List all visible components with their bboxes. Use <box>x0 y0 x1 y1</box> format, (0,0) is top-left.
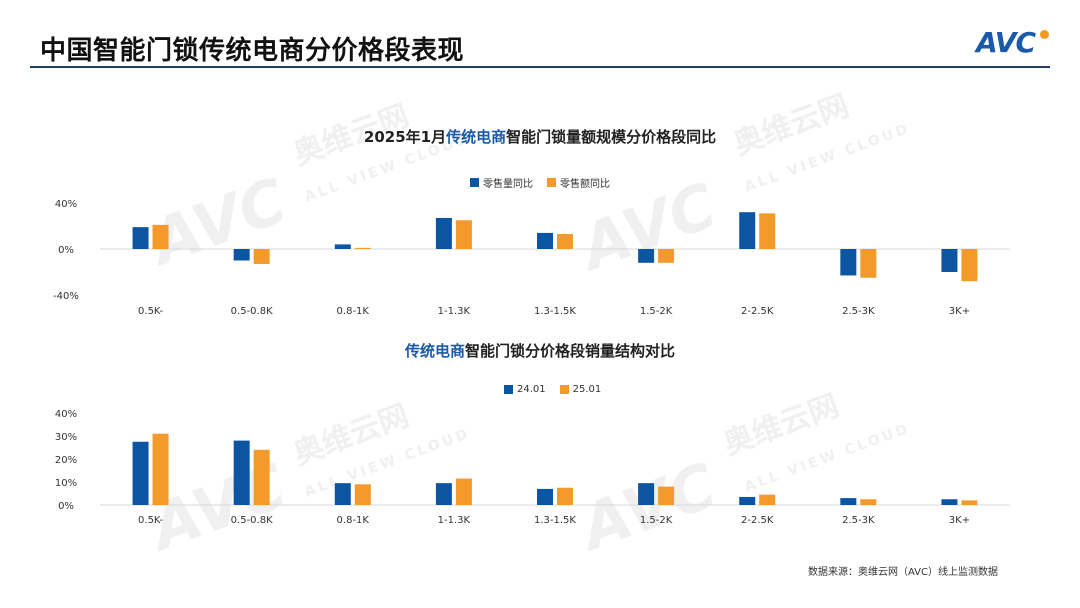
bar-series2 <box>557 234 573 249</box>
page-title: 中国智能门锁传统电商分价格段表现 <box>40 36 465 66</box>
bar-series1 <box>941 499 958 505</box>
chart1-title-prefix: 2025年1月 <box>363 128 447 146</box>
bar-series1 <box>334 244 351 249</box>
bar-series2 <box>253 249 270 264</box>
legend-label: 零售量同比 <box>483 179 533 190</box>
bar-series1 <box>739 496 756 505</box>
bar-series1 <box>537 488 553 505</box>
legend-item: 25.01 <box>559 384 602 395</box>
chart1-title-suffix: 智能门锁量额规模分价格段同比 <box>506 128 717 146</box>
chart1-title: 2025年1月传统电商智能门锁量额规模分价格段同比 <box>0 126 1080 147</box>
chart1-legend: 零售量同比 零售额同比 <box>470 175 624 190</box>
watermark-cn: 奥维云网 <box>728 88 854 163</box>
x-tick-label: 0.5K- <box>138 306 163 317</box>
bar-series1 <box>840 249 857 276</box>
legend-label: 零售额同比 <box>560 179 610 190</box>
x-tick-label: 1-1.3K <box>438 306 471 317</box>
bar-series1 <box>132 441 149 505</box>
x-tick-label: 1.3-1.5K <box>534 515 576 526</box>
x-tick-label: 0.8-1K <box>337 306 370 317</box>
bar-series1 <box>638 483 655 505</box>
avc-logo: AVC <box>976 26 1052 60</box>
x-tick-label: 0.8-1K <box>337 515 370 526</box>
legend-label: 24.01 <box>517 384 546 395</box>
legend-swatch-blue <box>504 385 513 394</box>
bar-series2 <box>253 449 270 505</box>
bar-series1 <box>840 498 857 505</box>
bar-series1 <box>233 249 250 261</box>
bar-series2 <box>354 247 371 249</box>
bar-series2 <box>455 220 472 249</box>
legend-swatch-orange <box>547 178 556 187</box>
legend-item: 24.01 <box>504 384 546 395</box>
legend-swatch-orange <box>559 385 569 394</box>
logo-dot-icon <box>1040 30 1049 39</box>
bar-series1 <box>537 232 553 249</box>
bar-series2 <box>860 499 877 505</box>
bar-series1 <box>941 249 958 272</box>
chart1-title-highlight: 传统电商 <box>446 128 507 146</box>
chart1-plot: 40% 0% -40% 0.5K- 0.5-0.8K 0.8-1K 1-1.3K 1.3-1.… <box>53 199 1010 317</box>
bar-series1 <box>435 483 452 505</box>
x-tick-label: 0.5-0.8K <box>231 306 273 317</box>
x-tick-label: 1.3-1.5K <box>534 306 576 317</box>
x-tick-label: 0.5-0.8K <box>231 515 273 526</box>
bar-series2 <box>759 494 776 505</box>
x-tick-label: 1.5-2K <box>640 306 673 317</box>
logo-text: AVC <box>976 26 1036 59</box>
bar-series2 <box>961 249 978 282</box>
bar-series2 <box>658 249 675 263</box>
x-tick-label: 3K+ <box>949 515 970 526</box>
chart2-title-suffix: 智能门锁分价格段销量结构对比 <box>465 342 676 360</box>
bar-series2 <box>658 486 675 505</box>
chart2-title: 传统电商智能门锁分价格段销量结构对比 <box>0 340 1080 361</box>
y-tick-label: 0% <box>58 501 74 512</box>
bar-series1 <box>435 217 452 249</box>
data-source-note: 数据来源：奥维云网（AVC）线上监测数据 <box>807 567 998 578</box>
y-tick-label: 40% <box>55 409 77 420</box>
x-tick-label: 2.5-3K <box>842 515 875 526</box>
x-tick-label: 2.5-3K <box>842 306 875 317</box>
x-tick-label: 0.5K- <box>138 515 163 526</box>
bar-series2 <box>455 478 472 505</box>
bar-series1 <box>638 249 655 263</box>
x-tick-label: 2-2.5K <box>741 515 774 526</box>
bar-series2 <box>152 433 169 505</box>
y-tick-label: 30% <box>55 432 77 443</box>
bar-series2 <box>961 500 978 505</box>
title-divider <box>30 66 1050 68</box>
x-tick-label: 1-1.3K <box>438 515 471 526</box>
chart2-title-highlight: 传统电商 <box>404 342 465 360</box>
x-tick-label: 1.5-2K <box>640 515 673 526</box>
bar-series2 <box>557 487 573 505</box>
y-tick-label: 40% <box>55 199 77 210</box>
legend-label: 25.01 <box>572 384 602 395</box>
bar-series1 <box>334 483 351 505</box>
bar-series1 <box>132 227 149 249</box>
legend-item: 零售额同比 <box>547 175 610 190</box>
y-tick-label: 20% <box>55 455 77 466</box>
chart2-legend: 24.01 25.01 <box>504 384 615 395</box>
y-tick-label: -40% <box>53 291 79 302</box>
bar-series1 <box>739 212 756 249</box>
x-tick-label: 3K+ <box>949 306 970 317</box>
legend-swatch-blue <box>470 178 479 187</box>
chart2-plot: 40% 30% 20% 10% 0% 0.5K- 0.5-0.8K 0.8-1K 1-1.3K 1… <box>55 409 1010 526</box>
bar-series2 <box>860 249 877 278</box>
bar-series2 <box>152 224 169 249</box>
y-tick-label: 10% <box>55 478 77 489</box>
y-tick-label: 0% <box>58 245 74 256</box>
legend-item: 零售量同比 <box>470 175 533 190</box>
bar-series2 <box>354 484 371 505</box>
bar-series2 <box>759 213 776 249</box>
bar-series1 <box>233 440 250 505</box>
x-tick-label: 2-2.5K <box>741 306 774 317</box>
